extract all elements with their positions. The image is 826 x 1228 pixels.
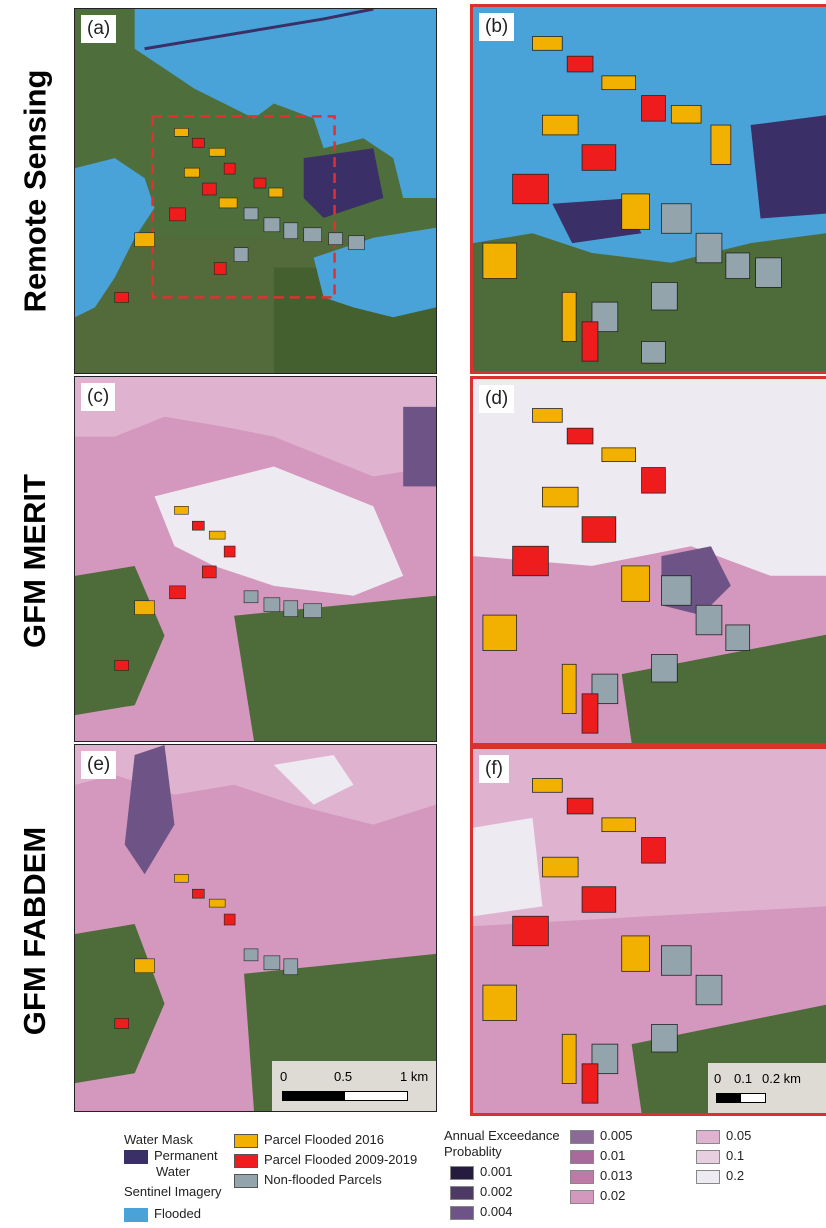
panel-label-e: (e)	[81, 751, 117, 779]
swatch-aep	[696, 1169, 720, 1184]
scale-tick-end: 1 km	[400, 1069, 429, 1084]
legend-parcel-2016: Parcel Flooded 2016	[234, 1132, 384, 1148]
parcels-f	[482, 778, 723, 1104]
map-panel-e: (e) 0 0.5 1 km	[74, 744, 437, 1112]
scalebar-left: 0 0.5 1 km	[272, 1061, 436, 1111]
swatch-parcel-2016	[234, 1133, 258, 1148]
scale-bar-graphic	[282, 1091, 408, 1101]
map-b-graphic	[473, 7, 826, 371]
legend-aep-02: 0.2	[696, 1168, 744, 1184]
swatch-flooded	[124, 1207, 148, 1222]
swatch-aep	[570, 1189, 594, 1204]
legend-permanent-water: Permanent	[124, 1148, 218, 1164]
panel-label-d: (d)	[479, 385, 515, 413]
map-f-graphic	[473, 749, 826, 1113]
legend-parcel-2009-2019: Parcel Flooded 2009-2019	[234, 1152, 417, 1168]
map-panel-c: (c)	[74, 376, 437, 742]
legend-aep-0013: 0.013	[570, 1168, 633, 1184]
map-panel-b: (b)	[470, 4, 826, 374]
swatch-aep	[696, 1129, 720, 1144]
legend-aep-0004: 0.004	[450, 1204, 513, 1220]
swatch-non-flooded	[234, 1173, 258, 1188]
legend-water-mask-title: Water Mask	[124, 1132, 193, 1147]
panel-label-f: (f)	[479, 755, 509, 783]
scale-tick-mid: 0.5	[334, 1069, 353, 1084]
swatch-aep	[450, 1185, 474, 1200]
swatch-aep	[570, 1169, 594, 1184]
parcels-a	[114, 128, 365, 303]
swatch-parcel-2009-2019	[234, 1153, 258, 1168]
swatch-aep	[450, 1205, 474, 1220]
legend-aep-002: 0.02	[570, 1188, 625, 1204]
parcels-e	[114, 873, 299, 1029]
panel-label-b: (b)	[479, 13, 515, 41]
map-panel-f: (f) 0 0.1 0.2 km	[470, 746, 826, 1116]
scale-tick-0: 0	[280, 1069, 288, 1084]
legend-aep-0005: 0.005	[570, 1128, 633, 1144]
map-a-graphic	[75, 9, 436, 373]
legend-aep-01: 0.1	[696, 1148, 744, 1164]
scalebar-right: 0 0.1 0.2 km	[708, 1063, 826, 1113]
legend-non-flooded: Non-flooded Parcels	[234, 1172, 382, 1188]
legend-aep-001: 0.01	[570, 1148, 625, 1164]
parcels-d	[482, 408, 751, 734]
panel-label-c: (c)	[81, 383, 116, 411]
legend-aep-title-line1: Annual Exceedance	[444, 1128, 560, 1143]
map-panel-d: (d)	[470, 376, 826, 746]
legend-aep-0002: 0.002	[450, 1184, 513, 1200]
scale-tick-end: 0.2 km	[762, 1071, 802, 1086]
legend-aep-0001: 0.001	[450, 1164, 513, 1180]
parcels-c	[114, 505, 322, 671]
row-label-gfm-merit: GFM MERIT	[17, 473, 53, 648]
map-d-graphic	[473, 379, 826, 743]
legend-flooded: Flooded	[124, 1206, 201, 1222]
scale-bar-graphic	[716, 1093, 766, 1103]
scale-tick-0: 0	[714, 1071, 722, 1086]
legend-sentinel-title: Sentinel Imagery	[124, 1184, 222, 1199]
legend-aep-005: 0.05	[696, 1128, 751, 1144]
panel-label-a: (a)	[81, 15, 117, 43]
swatch-permanent-water	[124, 1149, 148, 1164]
swatch-aep	[696, 1149, 720, 1164]
legend-aep-title-line2: Probablity	[444, 1144, 502, 1159]
parcels-b	[482, 36, 782, 364]
row-label-gfm-fabdem: GFM FABDEM	[17, 826, 52, 1035]
legend-permanent-water-line2: Water	[156, 1164, 191, 1179]
swatch-aep	[450, 1165, 474, 1180]
map-panel-a: (a)	[74, 8, 437, 374]
map-c-graphic	[75, 377, 436, 741]
scale-tick-mid: 0.1	[734, 1071, 753, 1086]
map-e-graphic	[75, 745, 436, 1111]
swatch-aep	[570, 1129, 594, 1144]
swatch-aep	[570, 1149, 594, 1164]
legend: Water Mask Permanent Water Sentinel Imag…	[0, 1120, 826, 1228]
row-label-remote-sensing: Remote Sensing	[17, 69, 53, 312]
